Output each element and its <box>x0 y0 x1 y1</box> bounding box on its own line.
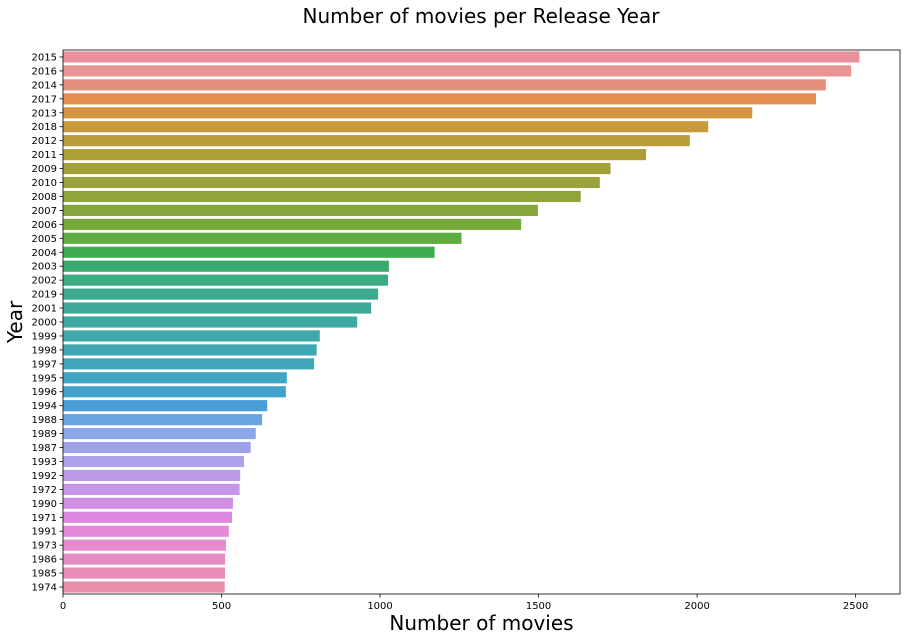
bar-1971 <box>63 511 232 523</box>
bar-2017 <box>63 93 816 105</box>
bar-1991 <box>63 525 229 537</box>
y-tick-label: 2006 <box>32 220 57 231</box>
y-tick-label: 2009 <box>32 164 57 175</box>
y-tick-label: 2015 <box>32 52 57 63</box>
bar-1986 <box>63 553 226 565</box>
y-tick-label: 1989 <box>32 429 57 440</box>
bar-2003 <box>63 260 389 272</box>
y-tick-label: 2017 <box>32 94 57 105</box>
y-tick-label: 2010 <box>32 178 57 189</box>
y-tick-label: 1992 <box>32 471 57 482</box>
bar-2007 <box>63 204 538 216</box>
y-tick-label: 1972 <box>32 485 57 496</box>
y-tick-label: 2000 <box>32 318 57 329</box>
bar-2008 <box>63 190 581 203</box>
bar-group <box>63 51 860 593</box>
bar-1992 <box>63 469 241 482</box>
bar-2006 <box>63 218 522 230</box>
y-axis-label: Year <box>3 300 27 344</box>
y-tick-label: 2013 <box>32 108 57 119</box>
bar-2009 <box>63 162 611 175</box>
bar-1998 <box>63 344 317 356</box>
y-tick-label: 2001 <box>32 304 57 315</box>
bar-1973 <box>63 539 226 551</box>
y-tick-label: 1997 <box>32 359 57 370</box>
x-axis-label: Number of movies <box>389 611 573 635</box>
bar-2011 <box>63 149 647 161</box>
y-tick-label: 1986 <box>32 555 57 566</box>
bar-1972 <box>63 483 240 495</box>
x-tick-label: 1000 <box>367 601 392 612</box>
bar-1995 <box>63 372 287 384</box>
y-tick-label: 2005 <box>32 234 57 245</box>
y-tick-group: 2015 2016 2014 2017 2013 2018 2012 2011 2009 2010… <box>32 52 63 594</box>
bar-2015 <box>63 51 860 63</box>
y-tick-label: 1993 <box>32 457 57 468</box>
bar-1994 <box>63 400 268 412</box>
bar-2005 <box>63 232 462 244</box>
bar-2016 <box>63 65 852 77</box>
bar-2000 <box>63 316 358 328</box>
y-tick-label: 1985 <box>32 569 57 580</box>
bar-1999 <box>63 330 320 342</box>
y-tick-label: 2002 <box>32 276 57 287</box>
bar-1990 <box>63 497 233 509</box>
bar-1987 <box>63 441 251 454</box>
bar-1997 <box>63 358 315 370</box>
bar-1988 <box>63 414 263 426</box>
bar-1985 <box>63 567 226 579</box>
bar-2010 <box>63 176 600 189</box>
bar-1974 <box>63 581 225 593</box>
bar-2019 <box>63 288 379 300</box>
y-tick-label: 2011 <box>32 150 57 161</box>
y-tick-label: 1971 <box>32 513 57 524</box>
y-tick-label: 1991 <box>32 527 57 538</box>
y-tick-label: 2008 <box>32 192 57 203</box>
x-tick-label: 2500 <box>843 601 868 612</box>
bar-1996 <box>63 386 286 398</box>
y-tick-label: 2014 <box>32 80 57 91</box>
bar-2004 <box>63 246 435 258</box>
y-tick-label: 1999 <box>32 331 57 342</box>
x-tick-label: 500 <box>212 601 231 612</box>
bar-2001 <box>63 302 372 314</box>
y-tick-label: 2003 <box>32 262 57 273</box>
y-tick-label: 1990 <box>32 499 57 510</box>
bar-1989 <box>63 428 256 440</box>
bar-2012 <box>63 135 690 147</box>
bar-2014 <box>63 79 826 91</box>
x-tick-label: 2000 <box>684 601 709 612</box>
x-tick-label: 0 <box>60 601 66 612</box>
y-tick-label: 2019 <box>32 290 57 301</box>
bar-2013 <box>63 107 753 119</box>
y-tick-label: 2004 <box>32 248 57 259</box>
bar-1993 <box>63 455 245 468</box>
plot-frame <box>62 49 901 595</box>
y-tick-label: 2016 <box>32 66 57 77</box>
y-tick-label: 1987 <box>32 443 57 454</box>
bar-2002 <box>63 274 388 286</box>
bar-2018 <box>63 121 709 133</box>
y-tick-label: 1988 <box>32 415 57 426</box>
y-tick-label: 1998 <box>32 345 57 356</box>
x-tick-label: 1500 <box>526 601 551 612</box>
y-tick-label: 2007 <box>32 206 57 217</box>
chart-title: Number of movies per Release Year <box>302 4 660 28</box>
y-tick-label: 2018 <box>32 122 57 133</box>
y-tick-label: 1996 <box>32 387 57 398</box>
x-tick-group: 0 500 1000 1500 2000 2500 <box>60 594 868 612</box>
y-tick-label: 2012 <box>32 136 57 147</box>
y-tick-label: 1973 <box>32 541 57 552</box>
y-tick-label: 1994 <box>32 401 57 412</box>
y-tick-label: 1995 <box>32 373 57 384</box>
y-tick-label: 1974 <box>32 583 57 594</box>
